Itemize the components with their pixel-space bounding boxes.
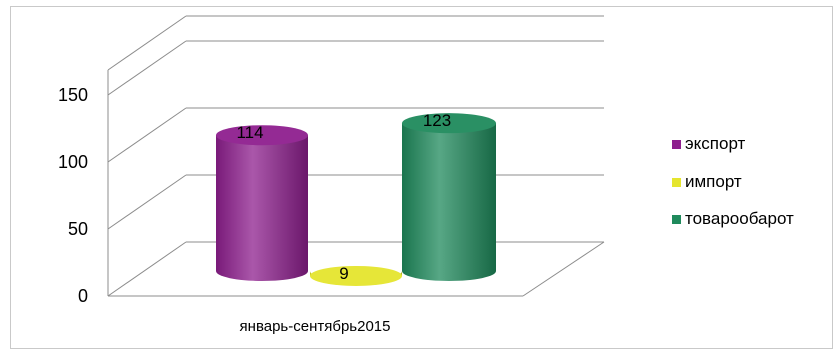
legend-swatch [672, 215, 681, 224]
y-tick-label: 150 [58, 85, 88, 105]
grid [107, 15, 604, 297]
data-labels: 114 9 123 [236, 111, 451, 283]
bar-top [402, 113, 496, 134]
y-tick-label: 100 [58, 152, 88, 172]
floor-right-edge [522, 241, 605, 297]
gridline-side [107, 107, 187, 163]
bar-3 [402, 113, 496, 282]
bar-body [402, 123, 496, 282]
bar-body [216, 135, 308, 281]
y-tick-label: 50 [68, 219, 88, 239]
data-label: 9 [339, 264, 348, 283]
legend-item: товароoбарот [672, 209, 794, 228]
legend-item: экспорт [672, 134, 746, 153]
gridline-side [107, 241, 187, 297]
y-tick-label: 0 [78, 286, 88, 306]
data-label: 114 [236, 123, 263, 142]
legend-swatch [672, 140, 681, 149]
bar-top [216, 125, 308, 146]
category-label: январь-сентябрь2015 [240, 318, 391, 335]
legend-item: импорт [672, 172, 742, 191]
legend-swatch [672, 178, 681, 187]
legend: экспорт импорт товароoбарот [672, 134, 794, 228]
legend-label: экспорт [685, 134, 746, 153]
bar-1 [216, 125, 308, 281]
bar-top [310, 265, 402, 286]
bar-2 [310, 265, 402, 286]
legend-label: импорт [685, 172, 742, 191]
gridline-side-top [107, 15, 187, 71]
gridline-side [107, 40, 187, 96]
plot-bars [216, 113, 496, 286]
gridline-side [107, 174, 187, 230]
value-axis: 0 50 100 150 январь-сентябрь2015 [58, 70, 605, 335]
data-label: 123 [423, 111, 451, 130]
legend-label: товароoбарот [685, 209, 794, 228]
